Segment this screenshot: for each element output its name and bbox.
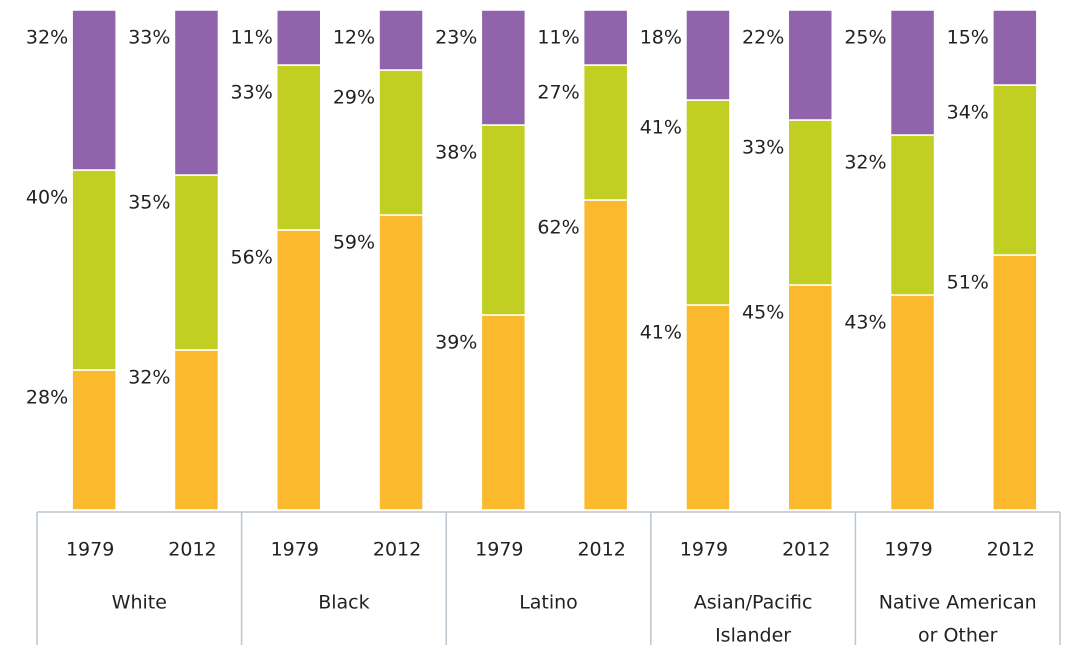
data-label: 51%: [947, 272, 989, 294]
group-label: Latino: [519, 592, 578, 614]
x-tick-label: 1979: [475, 539, 523, 561]
x-tick-label: 2012: [168, 539, 216, 561]
bar-segment: [480, 124, 527, 316]
bar-segment: [889, 294, 936, 511]
bar-segment: [787, 9, 833, 121]
bar-segment: [992, 254, 1038, 511]
data-label: 27%: [537, 82, 579, 104]
bar-segment: [992, 84, 1038, 256]
data-label: 32%: [128, 367, 170, 389]
data-label: 45%: [742, 302, 784, 324]
x-tick-label: 1979: [271, 539, 319, 561]
bar-segment: [480, 314, 527, 511]
x-tick-label: 2012: [987, 539, 1035, 561]
data-label: 12%: [333, 27, 375, 49]
bar-segment: [276, 229, 322, 511]
x-tick-label: 2012: [577, 539, 625, 561]
data-label: 34%: [947, 102, 989, 124]
bar-segment: [173, 349, 220, 511]
group-label: Asian/Pacific: [694, 592, 813, 614]
group-label: White: [112, 592, 167, 614]
bar-segment: [173, 9, 220, 176]
data-label: 40%: [26, 187, 68, 209]
group-label: or Other: [918, 625, 998, 645]
x-tick-label: 1979: [680, 539, 728, 561]
group-label: Black: [318, 592, 369, 614]
bar-segment: [378, 214, 424, 511]
data-label: 59%: [333, 232, 375, 254]
bar-segment: [685, 99, 731, 306]
data-label: 25%: [844, 27, 886, 49]
x-tick-label: 2012: [782, 539, 830, 561]
bar-segment: [582, 64, 629, 201]
bar-segment: [276, 64, 322, 231]
data-label: 23%: [435, 27, 477, 49]
group-label: Islander: [715, 625, 791, 645]
x-tick-label: 2012: [373, 539, 421, 561]
data-label: 28%: [26, 387, 68, 409]
data-label: 35%: [128, 192, 170, 214]
bar-segment: [992, 9, 1038, 86]
x-tick-label: 1979: [884, 539, 932, 561]
data-label: 32%: [26, 27, 68, 49]
bar-segment: [582, 199, 629, 511]
bar-segment: [71, 9, 117, 171]
bar-segment: [582, 9, 629, 66]
bar-segment: [378, 69, 424, 216]
data-label: 11%: [231, 27, 273, 49]
bar-segment: [71, 369, 117, 511]
data-label: 29%: [333, 87, 375, 109]
data-label: 41%: [640, 322, 682, 344]
bar-segment: [276, 9, 322, 66]
data-label: 33%: [231, 82, 273, 104]
group-label: Native American: [879, 592, 1037, 614]
bar-segment: [787, 119, 833, 286]
data-label: 18%: [640, 27, 682, 49]
data-label: 32%: [844, 152, 886, 174]
data-label: 43%: [844, 312, 886, 334]
bar-segment: [685, 304, 731, 511]
data-label: 33%: [742, 137, 784, 159]
x-tick-label: 1979: [66, 539, 114, 561]
data-label: 15%: [947, 27, 989, 49]
data-label: 39%: [435, 332, 477, 354]
bar-segment: [71, 169, 117, 371]
bar-segment: [787, 284, 833, 511]
bar-segment: [889, 9, 936, 136]
data-label: 33%: [128, 27, 170, 49]
data-label: 56%: [231, 247, 273, 269]
data-label: 11%: [537, 27, 579, 49]
data-label: 41%: [640, 117, 682, 139]
bar-segment: [173, 174, 220, 351]
data-label: 22%: [742, 27, 784, 49]
data-label: 38%: [435, 142, 477, 164]
bar-segment: [378, 9, 424, 71]
bar-segment: [889, 134, 936, 296]
bar-segment: [685, 9, 731, 101]
bar-segment: [480, 9, 527, 126]
data-label: 62%: [537, 217, 579, 239]
